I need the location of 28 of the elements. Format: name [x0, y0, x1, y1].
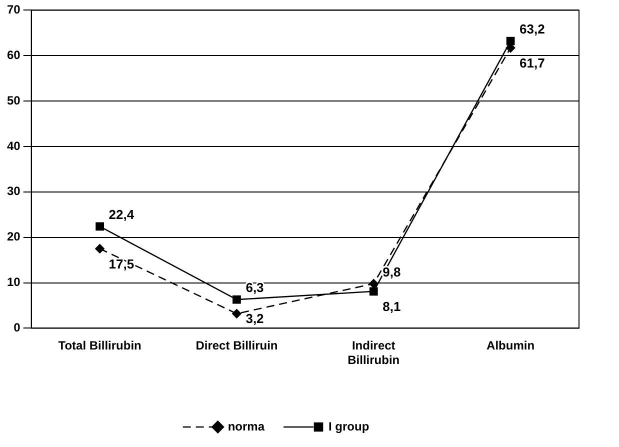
point — [95, 244, 104, 254]
x-tick-label: Total Billirubin — [58, 338, 142, 353]
point — [369, 287, 378, 296]
data-label: 8,1 — [382, 298, 401, 314]
y-tick-label: 50 — [6, 93, 21, 108]
data-label: 22,4 — [108, 207, 135, 222]
data-label: 3,2 — [246, 310, 264, 326]
y-tick-label: 30 — [6, 184, 21, 198]
data-label: 17,5 — [108, 256, 134, 272]
point — [506, 36, 515, 46]
data-label: 6,3 — [246, 280, 264, 296]
y-tick-label: 10 — [6, 275, 21, 290]
legend-label: norma — [228, 419, 265, 434]
x-tick-label: Direct Billiruin — [196, 338, 278, 353]
x-tick-label: Indirect Billirubin — [348, 338, 400, 368]
y-tick-label: 60 — [6, 48, 21, 62]
legend-label: I group — [328, 419, 370, 434]
point — [368, 279, 378, 288]
point — [96, 222, 104, 231]
y-tick-label: 40 — [6, 138, 21, 153]
point — [232, 295, 241, 304]
data-label: 63,2 — [520, 22, 545, 37]
point — [232, 309, 242, 318]
y-tick-label: 0 — [14, 320, 21, 335]
y-tick-label: 20 — [6, 230, 21, 244]
data-label: 61,7 — [520, 55, 545, 70]
y-tick-label: 70 — [6, 2, 21, 17]
x-tick-label: Albumin — [486, 338, 535, 353]
